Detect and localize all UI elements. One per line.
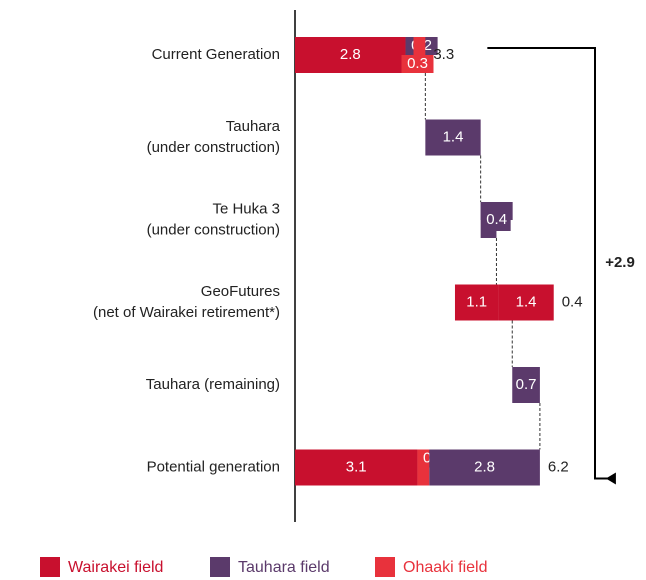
bar-segment — [512, 367, 540, 403]
row-label: Tauhara (remaining) — [146, 376, 280, 393]
label-box — [401, 55, 434, 73]
row-label: Tauhara — [226, 118, 281, 135]
change-bracket — [487, 47, 612, 480]
value-label: 0.4 — [486, 211, 507, 228]
value-label: 1.1 — [466, 293, 487, 310]
value-label: 3.1 — [346, 458, 367, 475]
legend-swatch — [210, 557, 230, 577]
row-label: (under construction) — [147, 221, 280, 238]
row-label: (under construction) — [147, 139, 280, 156]
arrow-head — [605, 472, 616, 485]
value-label: 1.4 — [443, 128, 464, 145]
total-label: 0.4 — [562, 293, 583, 310]
row-label: Current Generation — [152, 46, 280, 63]
legend-label: Tauhara field — [238, 559, 330, 576]
row-label: (net of Wairakei retirement*) — [93, 304, 280, 321]
value-label: 1.4 — [516, 293, 537, 310]
value-label: 0.7 — [516, 376, 537, 393]
bar-segment — [425, 119, 481, 156]
value-label: 2.8 — [340, 46, 361, 63]
legend-label: Ohaaki field — [403, 559, 488, 576]
bar-segment — [295, 37, 406, 73]
row-label: Potential generation — [147, 458, 280, 475]
legend-swatch — [375, 557, 395, 577]
legend-swatch — [40, 557, 60, 577]
legend-label: Wairakei field — [68, 559, 163, 576]
row-label: Te Huka 3 — [212, 200, 280, 217]
value-label: 2.8 — [474, 458, 495, 475]
bar-segment — [498, 284, 554, 321]
total-label: 6.2 — [548, 458, 569, 475]
row-label: GeoFutures — [201, 283, 280, 300]
label-box — [482, 209, 511, 231]
bar-segment — [429, 449, 540, 486]
bar-segment — [295, 449, 418, 486]
change-label: +2.9 — [605, 254, 635, 271]
value-label: 0.3 — [407, 55, 428, 72]
bar-segment — [454, 284, 499, 321]
total-label: 3.3 — [433, 46, 454, 63]
